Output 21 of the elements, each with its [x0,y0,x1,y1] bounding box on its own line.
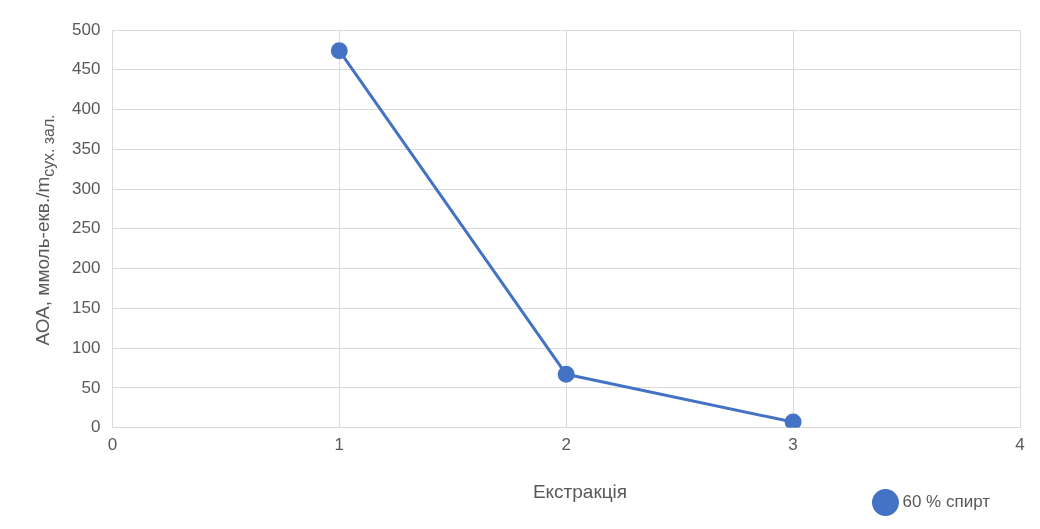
y-tick-label: 200 [71,258,101,278]
y-tick-label: 450 [71,59,101,79]
x-tick-label: 4 [1015,435,1025,455]
legend-label: 60 % спирт [902,492,991,512]
x-axis-title: Екстракція [532,481,628,503]
point [330,42,348,60]
y-tick-label: 50 [81,377,101,397]
y-tick-label: 350 [71,138,101,158]
y-tick-label: 250 [71,218,101,238]
point [784,413,802,428]
x-tick-label: 1 [334,435,345,455]
y-tick-label: 100 [71,337,101,357]
x-tick-label: 3 [788,435,798,455]
y-tick-label: 0 [90,417,101,437]
y-tick-label: 400 [71,99,101,119]
y-tick-label: 150 [71,298,101,318]
x-tick-label: 2 [561,435,571,455]
point [557,365,575,383]
y-tick-label: 300 [71,178,101,198]
y-tick-label: 500 [71,19,101,39]
x-tick-label: 0 [107,435,118,455]
